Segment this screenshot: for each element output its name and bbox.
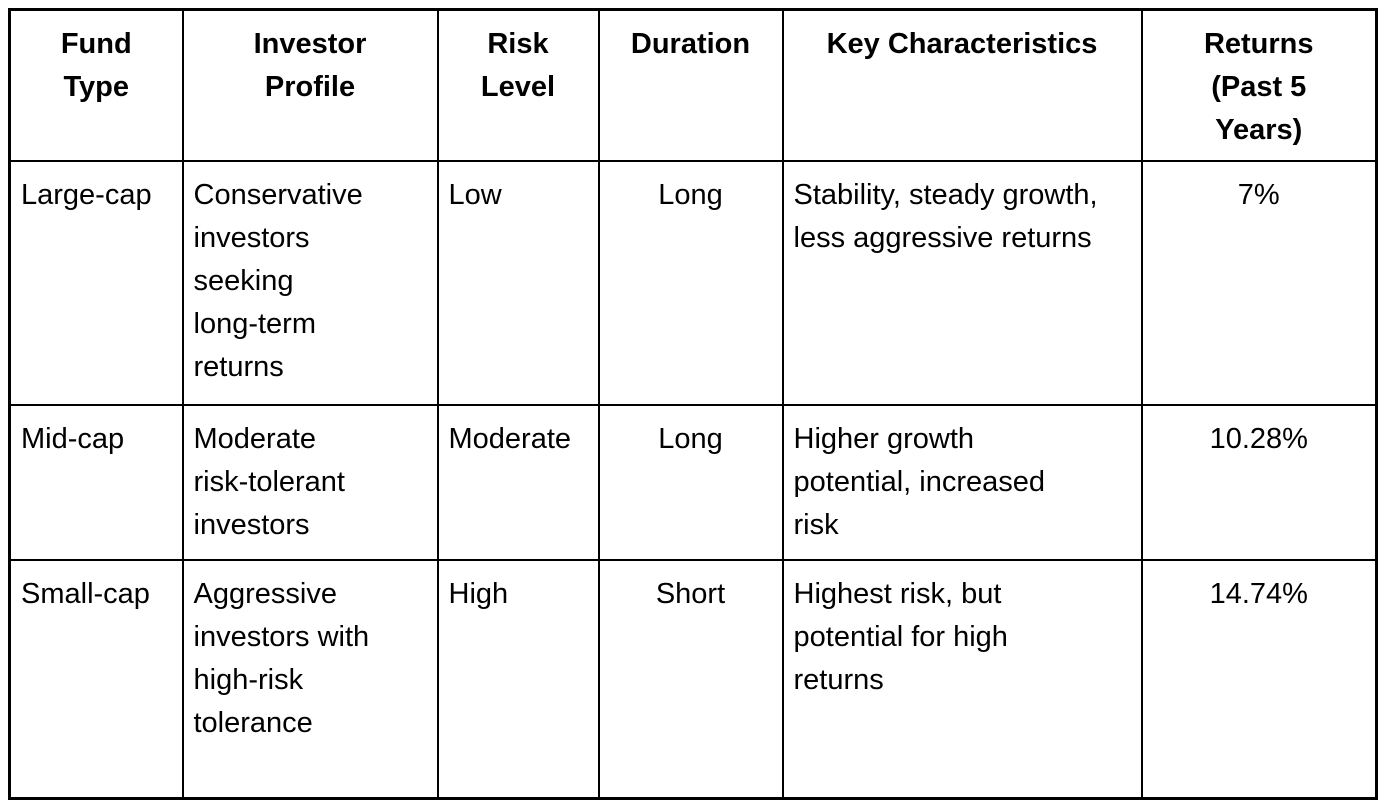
- cell-fund-type: Small-cap: [8, 559, 184, 799]
- header-cell-fund-type: Fund Type: [8, 8, 184, 162]
- cell-key-characteristics: Stability, steady growth, less aggressiv…: [781, 160, 1143, 406]
- cell-returns: 14.74%: [1140, 559, 1378, 799]
- cell-key-characteristics: Higher growth potential, increased risk: [781, 404, 1143, 561]
- cell-duration: Long: [597, 160, 784, 406]
- table-row-small-cap: Small-cap Aggressive investors with high…: [8, 559, 1378, 799]
- cell-fund-type: Mid-cap: [8, 404, 184, 561]
- table-header-row: Fund Type Investor Profile Risk Level Du…: [8, 8, 1378, 162]
- header-cell-duration: Duration: [597, 8, 784, 162]
- table-row-large-cap: Large-cap Conservative investors seeking…: [8, 160, 1378, 406]
- cell-risk-level: High: [436, 559, 600, 799]
- cell-investor-profile: Aggressive investors with high-risk tole…: [181, 559, 439, 799]
- header-cell-investor-profile: Investor Profile: [181, 8, 439, 162]
- fund-comparison-table: Fund Type Investor Profile Risk Level Du…: [8, 8, 1378, 800]
- cell-investor-profile: Moderate risk-tolerant investors: [181, 404, 439, 561]
- cell-investor-profile: Conservative investors seeking long-term…: [181, 160, 439, 406]
- cell-risk-level: Low: [436, 160, 600, 406]
- header-cell-key-characteristics: Key Characteristics: [781, 8, 1143, 162]
- cell-fund-type: Large-cap: [8, 160, 184, 406]
- table-row-mid-cap: Mid-cap Moderate risk-tolerant investors…: [8, 404, 1378, 561]
- cell-duration: Short: [597, 559, 784, 799]
- cell-key-characteristics: Highest risk, but potential for high ret…: [781, 559, 1143, 799]
- cell-returns: 10.28%: [1140, 404, 1378, 561]
- header-cell-returns: Returns (Past 5 Years): [1140, 8, 1378, 162]
- cell-duration: Long: [597, 404, 784, 561]
- header-cell-risk-level: Risk Level: [436, 8, 600, 162]
- cell-returns: 7%: [1140, 160, 1378, 406]
- cell-risk-level: Moderate: [436, 404, 600, 561]
